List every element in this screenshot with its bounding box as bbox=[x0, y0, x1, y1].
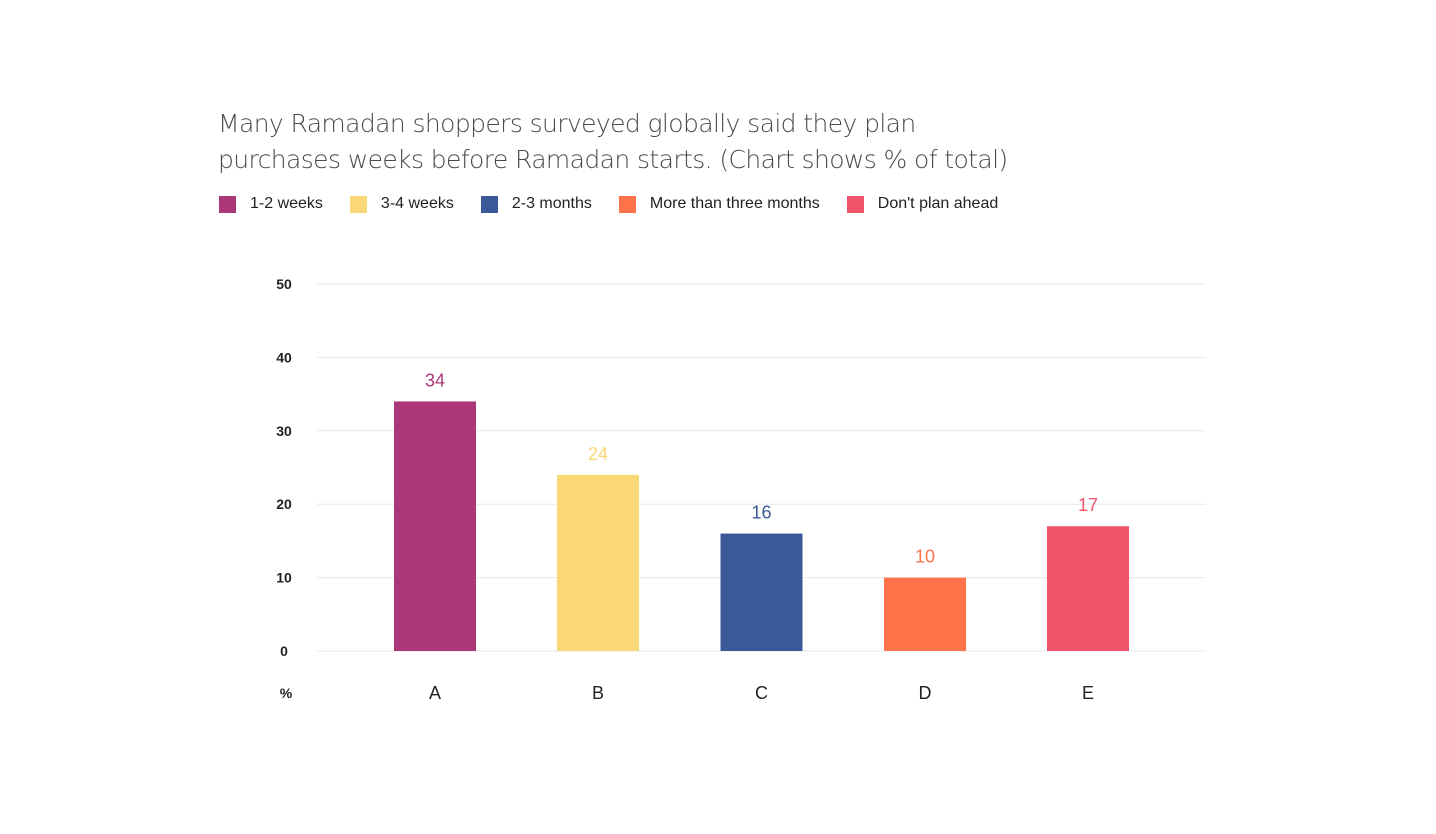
y-tick-label: 50 bbox=[276, 276, 292, 292]
y-axis-unit-label: % bbox=[280, 685, 293, 701]
legend-item-more-than-three-months: More than three months bbox=[618, 195, 820, 213]
legend-item-2-3-months: 2-3 months bbox=[480, 195, 592, 213]
x-axis-ticks: A B C D E bbox=[429, 683, 1094, 703]
bar-a bbox=[394, 401, 476, 651]
data-label: 17 bbox=[1078, 495, 1098, 515]
y-tick-label: 30 bbox=[276, 423, 292, 439]
chart-legend: 1-2 weeks 3-4 weeks 2-3 months More than… bbox=[219, 195, 1025, 213]
legend-swatch bbox=[480, 195, 498, 213]
legend-swatch bbox=[349, 195, 367, 213]
bar-e bbox=[1047, 526, 1129, 651]
legend-item-3-4-weeks: 3-4 weeks bbox=[349, 195, 454, 213]
y-tick-label: 20 bbox=[276, 496, 292, 512]
x-tick-label: A bbox=[429, 683, 441, 703]
x-tick-label: E bbox=[1082, 683, 1094, 703]
y-tick-label: 10 bbox=[276, 570, 292, 586]
bars bbox=[394, 401, 1129, 651]
legend-swatch bbox=[846, 195, 864, 213]
chart-title: Many Ramadan shoppers surveyed globally … bbox=[218, 106, 1118, 178]
legend-label: 1-2 weeks bbox=[250, 195, 323, 212]
legend-label: 3-4 weeks bbox=[380, 195, 454, 212]
legend-swatch bbox=[618, 195, 636, 213]
bar-b bbox=[557, 474, 639, 651]
data-labels: 34 24 16 10 17 bbox=[425, 370, 1098, 566]
data-label: 10 bbox=[915, 547, 935, 567]
legend-item-1-2-weeks: 1-2 weeks bbox=[219, 195, 323, 213]
y-tick-label: 0 bbox=[280, 643, 288, 659]
chart-title-line-1: Many Ramadan shoppers surveyed globally … bbox=[218, 109, 916, 138]
legend-item-dont-plan-ahead: Don't plan ahead bbox=[846, 195, 999, 213]
y-axis-ticks: 0 10 20 30 40 50 bbox=[276, 276, 292, 659]
x-tick-label: D bbox=[919, 683, 932, 703]
data-label: 16 bbox=[751, 503, 771, 523]
legend-label: More than three months bbox=[649, 195, 820, 212]
bar-d bbox=[884, 577, 966, 651]
y-tick-label: 40 bbox=[276, 349, 292, 365]
data-label: 24 bbox=[588, 444, 608, 464]
chart-title-line-2: purchases weeks before Ramadan starts. (… bbox=[218, 145, 1008, 174]
data-label: 34 bbox=[425, 370, 445, 390]
bar-c bbox=[720, 533, 803, 651]
legend-swatch bbox=[219, 195, 236, 213]
x-tick-label: B bbox=[592, 683, 604, 703]
x-tick-label: C bbox=[755, 683, 768, 703]
legend-label: Don't plan ahead bbox=[877, 195, 999, 212]
legend-label: 2-3 months bbox=[511, 195, 592, 212]
